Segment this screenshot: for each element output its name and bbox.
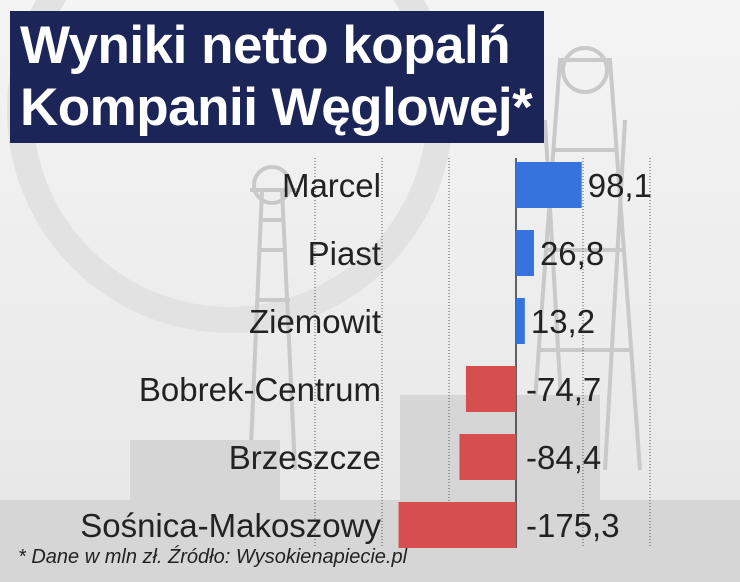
value-label: 13,2	[531, 303, 595, 340]
category-label: Brzeszcze	[229, 439, 381, 476]
value-label: 98,1	[588, 167, 652, 204]
category-label: Bobrek-Centrum	[139, 371, 381, 408]
chart-title: Wyniki netto kopalń Kompanii Węglowej*	[10, 11, 545, 143]
value-label: 26,8	[540, 235, 604, 272]
value-label: -84,4	[526, 439, 601, 476]
bar-2	[516, 230, 534, 276]
category-label: Piast	[308, 235, 381, 272]
bar-1	[516, 162, 582, 208]
bar-3	[516, 298, 525, 344]
footnote: * Dane w mln zł. Źródło: Wysokienapiecie…	[18, 546, 408, 568]
bar-4	[465, 366, 516, 412]
chart-title-line-1: Wyniki netto kopalń	[20, 16, 511, 75]
bar-6	[398, 502, 516, 548]
category-label: Marcel	[282, 167, 381, 204]
value-label: -74,7	[526, 371, 601, 408]
bar-5	[459, 434, 516, 480]
category-label: Ziemowit	[249, 303, 381, 340]
chart-title-line-2: Kompanii Węglowej*	[20, 78, 533, 137]
value-label: -175,3	[526, 507, 620, 544]
category-label: Sośnica-Makoszowy	[80, 507, 381, 544]
